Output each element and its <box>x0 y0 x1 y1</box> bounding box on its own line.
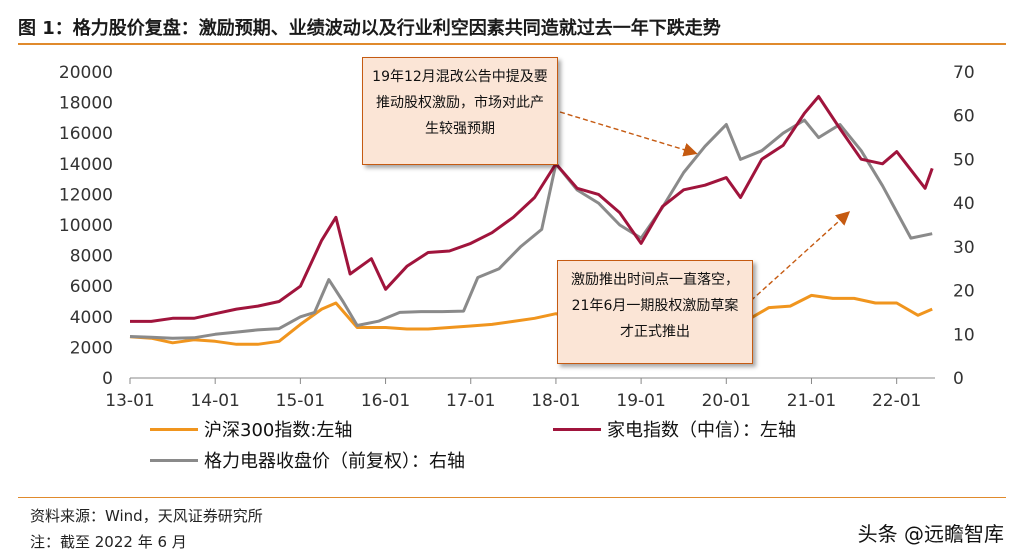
y-left-tick-label: 16000 <box>59 124 113 144</box>
y-left-tick-label: 0 <box>102 369 113 389</box>
callout-arrows <box>559 111 851 307</box>
x-tick-label: 19-01 <box>616 391 665 411</box>
x-tick-label: 21-01 <box>787 391 836 411</box>
y-right-tick-label: 0 <box>953 369 964 389</box>
series-line-0 <box>129 293 933 346</box>
arrow-to-launch <box>744 211 851 307</box>
series-line-2 <box>129 118 933 340</box>
footer-rule <box>18 497 1006 498</box>
y-left-tick-label: 18000 <box>59 94 113 114</box>
legend-label-hs300: 沪深300指数:左轴 <box>204 420 353 441</box>
callout-incentive-delay: 激励推出时间点一直落空，21年6月一期股权激励草案才正式推出 <box>557 260 753 364</box>
legend-swatch-appliance <box>553 427 601 431</box>
y-left-tick-label: 10000 <box>59 216 113 236</box>
x-tick-label: 14-01 <box>190 391 239 411</box>
legend-gree-price: 格力电器收盘价（前复权）：右轴 <box>150 447 465 473</box>
legend-label-gree: 格力电器收盘价（前复权）：右轴 <box>204 451 465 472</box>
title-rule <box>18 43 1006 45</box>
series-lines <box>129 95 934 346</box>
y-left-tick-label: 2000 <box>70 338 113 358</box>
arrow-to-expectation <box>559 111 698 157</box>
legend-appliance-index: 家电指数（中信）：左轴 <box>553 416 796 442</box>
y-right-tick-label: 70 <box>953 63 975 83</box>
y-right-tick-label: 20 <box>953 282 975 302</box>
legend-hs300: 沪深300指数:左轴 <box>150 416 352 442</box>
y-right-tick-label: 50 <box>953 150 975 170</box>
date-note: 注：截至 2022 年 6 月 <box>30 533 187 551</box>
y-right-tick-label: 40 <box>953 194 975 214</box>
legend-swatch-gree <box>150 458 198 462</box>
chart-axes: 0 2000 4000 6000 8000 10000 12000 14000 16000 180… <box>59 63 975 411</box>
y-left-tick-label: 20000 <box>59 63 113 83</box>
x-tick-label: 15-01 <box>276 391 325 411</box>
source-note: 资料来源：Wind，天风证券研究所 <box>30 507 263 525</box>
legend-label-appliance: 家电指数（中信）：左轴 <box>607 420 796 441</box>
series-line-1 <box>130 95 934 323</box>
y-left-tick-label: 8000 <box>70 247 113 267</box>
callout-incentive-expectation: 19年12月混改公告中提及要推动股权激励，市场对此产生较强预期 <box>362 57 558 165</box>
y-left-tick-label: 6000 <box>70 277 113 297</box>
y-left-tick-label: 4000 <box>70 308 113 328</box>
x-tick-label: 13-01 <box>105 391 154 411</box>
x-tick-label: 17-01 <box>446 391 495 411</box>
x-tick-label: 22-01 <box>872 391 921 411</box>
y-right-tick-label: 60 <box>953 107 975 127</box>
x-tick-label: 20-01 <box>702 391 751 411</box>
y-left-tick-label: 12000 <box>59 185 113 205</box>
y-left-tick-label: 14000 <box>59 155 113 175</box>
legend-swatch-hs300 <box>150 427 198 431</box>
figure-title: 图 1：格力股价复盘：激励预期、业绩波动以及行业利空因素共同造就过去一年下跌走势 <box>18 18 721 39</box>
x-tick-label: 18-01 <box>531 391 580 411</box>
y-right-tick-label: 30 <box>953 238 975 258</box>
x-tick-label: 16-01 <box>361 391 410 411</box>
y-right-tick-label: 10 <box>953 325 975 345</box>
watermark: 头条 @远瞻智库 <box>857 522 1004 546</box>
